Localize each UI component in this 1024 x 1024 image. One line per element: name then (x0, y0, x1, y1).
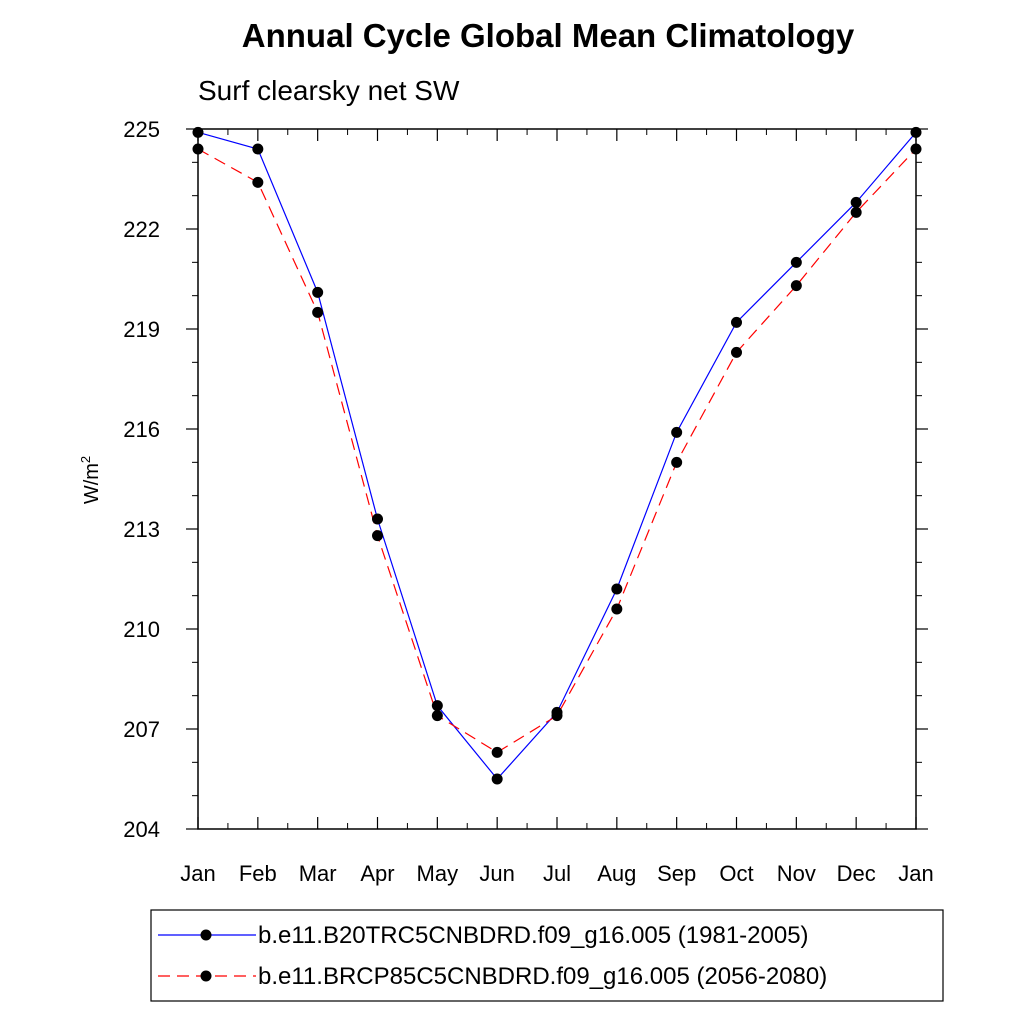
y-axis-label-superscript: 2 (78, 456, 93, 463)
series-2-point (790, 280, 802, 292)
legend-label-2: b.e11.BRCP85C5CNBDRD.f09_g16.005 (2056-2… (258, 963, 827, 990)
series-1-point (431, 700, 443, 712)
x-tick-label: Mar (299, 861, 337, 886)
x-tick-label: May (417, 861, 459, 886)
y-tick-label: 207 (123, 717, 160, 742)
y-tick-label: 204 (123, 817, 160, 842)
series-2-point (252, 176, 264, 188)
series-1-point (372, 513, 383, 525)
legend: b.e11.B20TRC5CNBDRD.f09_g16.005 (1981-20… (150, 909, 944, 1002)
y-tick-label: 210 (123, 617, 160, 642)
series-2-point (671, 456, 683, 468)
series-1-point (671, 426, 683, 438)
series-2-point (312, 306, 324, 318)
series-1-point (790, 256, 802, 268)
series-line-1 (197, 131, 917, 780)
series-1-point (611, 583, 623, 595)
x-tick-label: Feb (239, 861, 277, 886)
series-2-point (910, 143, 922, 155)
x-tick-label: Aug (597, 861, 636, 886)
series-2-point (551, 710, 563, 722)
legend-marker-2 (200, 970, 212, 982)
y-axis-label: W/m2 (78, 456, 103, 504)
x-tick-label: Nov (777, 861, 816, 886)
series-2-point (491, 746, 503, 758)
x-tick-label: Jan (898, 861, 933, 886)
legend-label-1: b.e11.B20TRC5CNBDRD.f09_g16.005 (1981-20… (258, 922, 809, 949)
series-1-point (312, 286, 324, 298)
series-line-2 (197, 148, 917, 754)
plot-frame (197, 128, 917, 830)
series-2-point (372, 530, 383, 542)
y-tick-label: 213 (123, 517, 160, 542)
series-2-point (611, 603, 623, 615)
x-tick-label: Oct (719, 861, 753, 886)
series-1-point (731, 316, 742, 328)
chart-subtitle: Surf clearsky net SW (198, 75, 460, 106)
y-tick-label: 225 (123, 117, 160, 142)
series-1-point (252, 143, 264, 155)
series-1-point (850, 196, 862, 208)
y-tick-label: 216 (123, 417, 160, 442)
y-tick-label: 219 (123, 317, 160, 342)
series-layer (192, 126, 922, 785)
series-1-point (491, 773, 503, 785)
x-tick-label: Dec (837, 861, 876, 886)
legend-box (150, 909, 944, 1002)
series-2-point (850, 206, 862, 218)
series-2-point (192, 143, 204, 155)
x-tick-label: Apr (360, 861, 394, 886)
series-1-point (192, 126, 204, 138)
axes-layer: Jan Feb Mar Apr May Jun Jul Aug Sep Oct Nov Dec Jan 2… (123, 117, 933, 886)
series-1-point (910, 126, 922, 138)
x-tick-label: Jun (479, 861, 514, 886)
y-axis-label-units: W/m (81, 463, 103, 504)
legend-marker-1 (200, 929, 212, 941)
y-tick-label: 222 (123, 217, 160, 242)
x-tick-label: Jul (543, 861, 571, 886)
x-tick-label: Jan (180, 861, 215, 886)
series-2-point (431, 710, 443, 722)
chart-title: Annual Cycle Global Mean Climatology (242, 17, 855, 54)
series-2-point (731, 346, 742, 358)
x-tick-label: Sep (657, 861, 696, 886)
